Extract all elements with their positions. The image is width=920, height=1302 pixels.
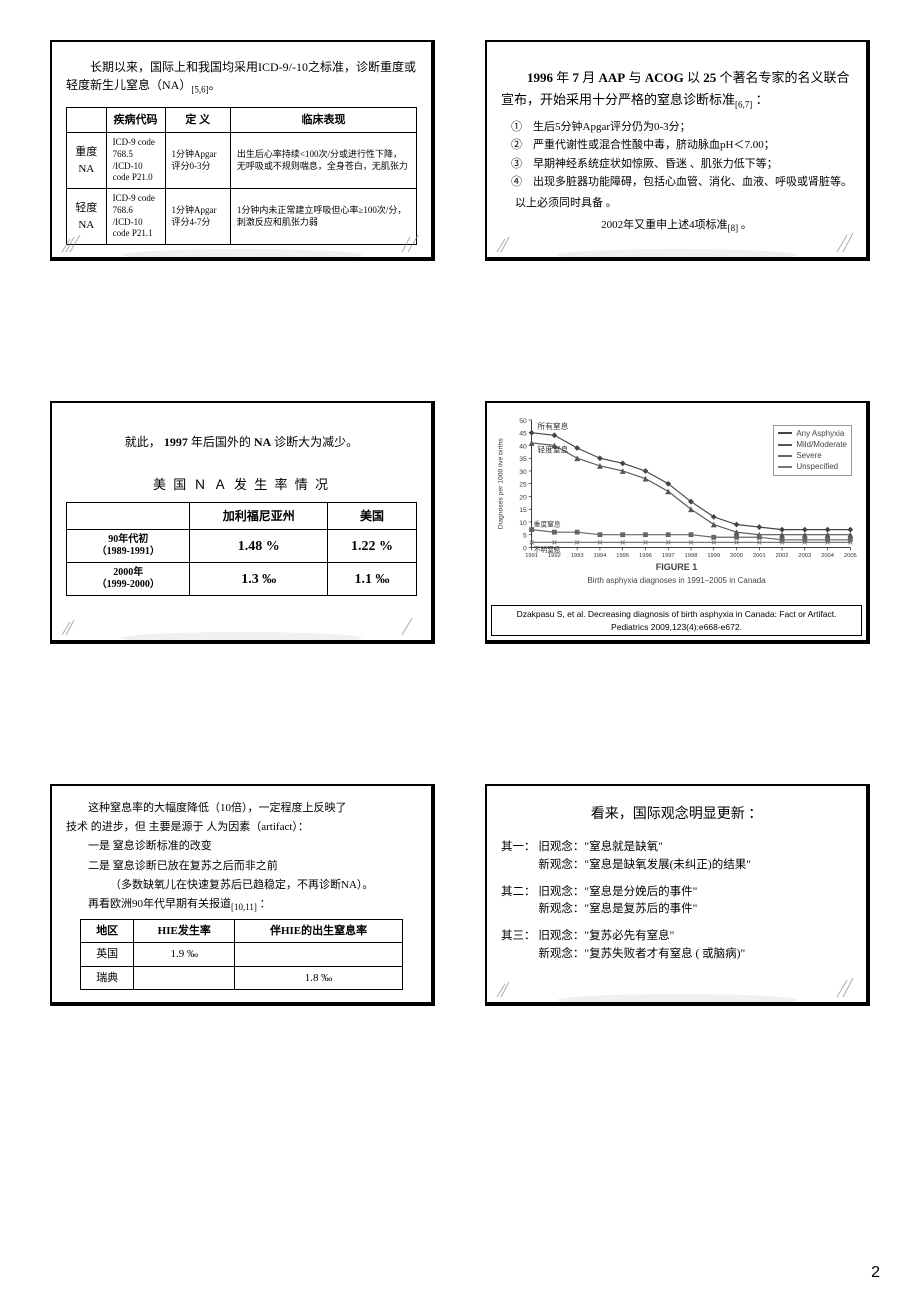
bamboo-decoration-icon	[487, 972, 867, 1002]
slide6-title: 看来，国际观念明显更新 ：	[501, 804, 852, 825]
svg-text:2001: 2001	[753, 553, 766, 559]
bamboo-decoration-icon	[52, 610, 432, 640]
svg-text:1997: 1997	[662, 553, 675, 559]
th-code: 疾病代码	[106, 107, 165, 133]
s5-p3: 一是 窒息诊断标准的改变	[88, 838, 417, 855]
svg-text:2002: 2002	[776, 553, 789, 559]
svg-text:Diagnoses per 1000 live births: Diagnoses per 1000 live births	[498, 438, 505, 529]
svg-text:1999: 1999	[707, 553, 720, 559]
row-label: 轻度NA	[67, 189, 107, 245]
row-def: 1分钟Apgar评分0-3分	[165, 133, 230, 189]
s5-p5: （多数缺氧儿在快速复苏后已趋稳定，不再诊断NA）。	[110, 877, 417, 894]
svg-text:2005: 2005	[844, 553, 857, 559]
s5-p1: 这种窒息率的大幅度降低（10倍），一定程度上反映了	[66, 800, 417, 817]
slide1-ref: [5,6]	[191, 84, 208, 94]
svg-text:1998: 1998	[685, 553, 698, 559]
concept-block-3: 其三： 旧观念："复苏必先有窒息" 新观念："复苏失败者才有窒息 ( 或脑病)"	[501, 928, 852, 963]
svg-text:45: 45	[519, 431, 527, 438]
svg-text:2003: 2003	[798, 553, 811, 559]
slide-2: 1996 年 7 月 AAP 与 ACOG 以 25 个著名专家的名义联合宣布，…	[485, 40, 870, 261]
slide1-intro-text: 长期以来，国际上和我国均采用ICD-9/-10之标准，诊断重度或轻度新生儿窒息（…	[66, 60, 416, 92]
s5-p4: 二是 窒息诊断已放在复苏之后而非之前	[88, 858, 417, 875]
svg-text:重度窒息: 重度窒息	[534, 520, 561, 529]
table-row: 瑞典 1.8 ‰	[81, 966, 403, 990]
row-clin: 1分钟内未正常建立呼吸但心率≥100次/分，刺激反应和肌张力弱	[230, 189, 416, 245]
svg-text:15: 15	[519, 507, 527, 514]
svg-text:所有窒息: 所有窒息	[537, 421, 568, 431]
th-clin: 临床表现	[230, 107, 416, 133]
chart-legend: Any Asphyxia Mild/Moderate Severe Unspec…	[773, 425, 852, 476]
slide-3: 就此， 1997 年后国外的 NA 诊断大为减少。 美 国 Ｎ Ａ 发 生 率 …	[50, 401, 435, 645]
row-clin: 出生后心率持续<100次/分或进行性下降，无呼吸或不规则喘息，全身苍白，无肌张力	[230, 133, 416, 189]
slide2-criteria-list: ① 生后5分钟Apgar评分仍为0-3分； ② 严重代谢性或混合性酸中毒，脐动脉…	[511, 119, 852, 191]
slide2-note: 以上必须同时具备 。	[515, 195, 852, 212]
table-row: 轻度NA ICD-9 code 768.6/ICD-10 code P21.1 …	[67, 189, 417, 245]
svg-text:10: 10	[519, 520, 527, 527]
concept-block-1: 其一： 旧观念："窒息就是缺氧" 新观念："窒息是缺氧发展(未纠正)的结果"	[501, 839, 852, 874]
slide2-footer: 2002年又重申上述4项标准[8] 。	[501, 217, 852, 236]
figure-title: Birth asphyxia diagnoses in 1991–2005 in…	[493, 575, 860, 587]
row-code: ICD-9 code 768.6/ICD-10 code P21.1	[106, 189, 165, 245]
slide3-table: 加利福尼亚州 美国 90年代初（1989-1991） 1.48 % 1.22 %…	[66, 502, 417, 596]
row-def: 1分钟Apgar评分4-7分	[165, 189, 230, 245]
svg-text:不明窒息: 不明窒息	[534, 545, 561, 554]
svg-text:35: 35	[519, 456, 527, 463]
svg-text:1993: 1993	[571, 553, 584, 559]
th-def: 定 义	[165, 107, 230, 133]
slide1-intro: 长期以来，国际上和我国均采用ICD-9/-10之标准，诊断重度或轻度新生儿窒息（…	[66, 58, 417, 97]
slide-6: 看来，国际观念明显更新 ： 其一： 旧观念："窒息就是缺氧" 新观念："窒息是缺…	[485, 784, 870, 1006]
svg-text:25: 25	[519, 482, 527, 489]
slide3-title: 美 国 Ｎ Ａ 发 生 率 情 况	[66, 475, 417, 495]
svg-text:2004: 2004	[821, 553, 835, 559]
svg-text:40: 40	[519, 443, 527, 450]
list-item: ④ 出现多脏器功能障碍，包括心血管、消化、血液、呼吸或肾脏等。	[511, 174, 852, 191]
svg-text:1994: 1994	[593, 553, 607, 559]
slide2-title: 1996 年 7 月 AAP 与 ACOG 以 25 个著名专家的名义联合宣布，…	[501, 67, 852, 113]
svg-text:0: 0	[523, 545, 527, 552]
svg-text:30: 30	[519, 469, 527, 476]
page-number: 2	[871, 1264, 880, 1282]
svg-text:5: 5	[523, 533, 527, 540]
row-label: 重度NA	[67, 133, 107, 189]
slide-4: 5045403530252015105019911992199319941995…	[485, 401, 870, 645]
table-row: 重度NA ICD-9 code 768.5/ICD-10 code P21.0 …	[67, 133, 417, 189]
citation: Dzakpasu S, et al. Decreasing diagnosis …	[491, 605, 862, 637]
svg-text:1995: 1995	[616, 553, 629, 559]
table-row: 英国 1.9 ‰	[81, 943, 403, 967]
slide5-table: 地区 HIE发生率 伴HIE的出生窒息率 英国 1.9 ‰ 瑞典 1.8 ‰	[80, 919, 403, 991]
table-row: 2000年（1999-2000） 1.3 ‰ 1.1 ‰	[67, 563, 417, 596]
svg-text:50: 50	[519, 418, 527, 425]
figure-number: FIGURE 1	[493, 561, 860, 575]
table-row: 90年代初（1989-1991） 1.48 % 1.22 %	[67, 530, 417, 563]
svg-text:20: 20	[519, 494, 527, 501]
svg-text:轻度窒息: 轻度窒息	[537, 444, 568, 454]
concept-block-2: 其二： 旧观念："窒息是分娩后的事件" 新观念："窒息是复苏后的事件"	[501, 884, 852, 919]
slide1-table: 疾病代码 定 义 临床表现 重度NA ICD-9 code 768.5/ICD-…	[66, 107, 417, 245]
slide-1: 长期以来，国际上和我国均采用ICD-9/-10之标准，诊断重度或轻度新生儿窒息（…	[50, 40, 435, 261]
list-item: ① 生后5分钟Apgar评分仍为0-3分；	[511, 119, 852, 136]
s5-p6: 再看欧洲90年代早期有关报道[10,11] ：	[66, 896, 417, 915]
svg-text:2000: 2000	[730, 553, 743, 559]
s5-p2: 技术 的进步，但 主要是源于 人为因素（artifact）：	[66, 819, 417, 836]
svg-text:1996: 1996	[639, 553, 652, 559]
list-item: ③ 早期神经系统症状如惊厥、昏迷 、肌张力低下等；	[511, 156, 852, 173]
th-blank	[67, 107, 107, 133]
row-code: ICD-9 code 768.5/ICD-10 code P21.0	[106, 133, 165, 189]
slide-5: 这种窒息率的大幅度降低（10倍），一定程度上反映了 技术 的进步，但 主要是源于…	[50, 784, 435, 1006]
asphyxia-chart: 5045403530252015105019911992199319941995…	[493, 409, 860, 599]
slide3-line1: 就此， 1997 年后国外的 NA 诊断大为减少。	[66, 433, 417, 451]
list-item: ② 严重代谢性或混合性酸中毒，脐动脉血pH＜7.00；	[511, 137, 852, 154]
